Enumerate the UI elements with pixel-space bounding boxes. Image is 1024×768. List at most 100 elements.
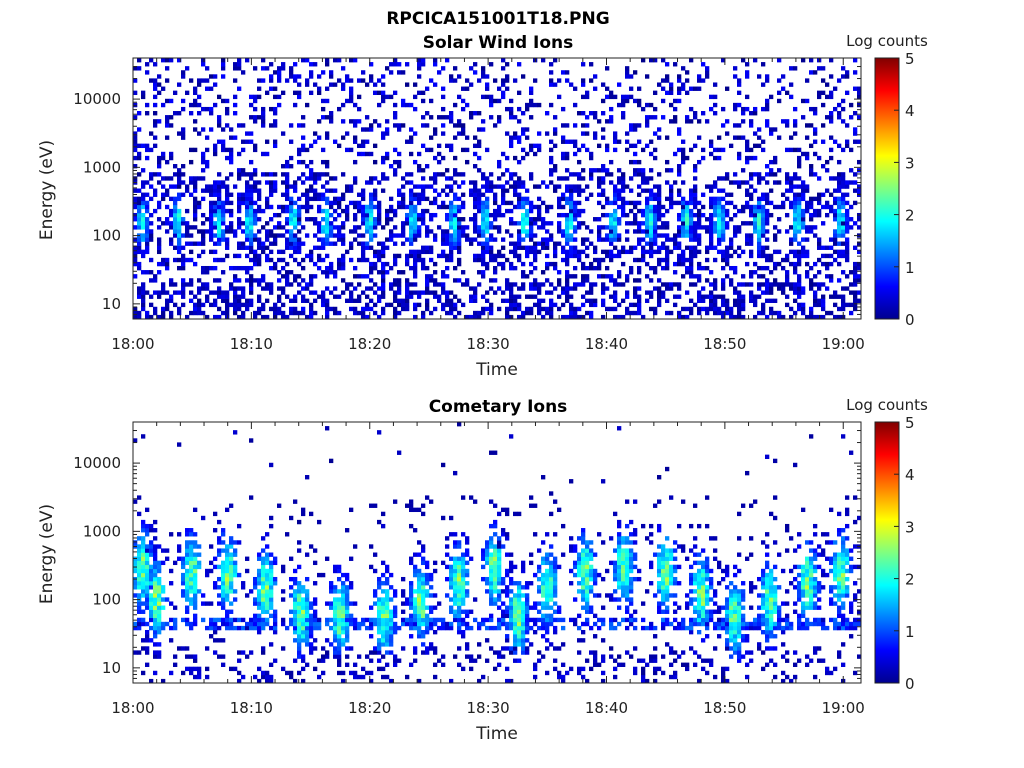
heatmap-cell (297, 208, 302, 214)
heatmap-cell (545, 229, 550, 234)
heatmap-cell (553, 131, 558, 136)
heatmap-cell (133, 135, 138, 140)
heatmap-cell (333, 646, 338, 651)
heatmap-cell (225, 576, 230, 582)
heatmap-cell (153, 188, 158, 193)
heatmap-cell (453, 212, 458, 218)
heatmap-cell (257, 572, 262, 578)
heatmap-cell (189, 78, 194, 83)
heatmap-cell (241, 286, 246, 291)
heatmap-cell (337, 670, 342, 676)
heatmap-cell (233, 597, 238, 602)
heatmap-cell (473, 294, 478, 299)
heatmap-cell (793, 270, 798, 275)
heatmap-cell (729, 306, 734, 312)
heatmap-cell (381, 274, 386, 279)
heatmap-cell (501, 237, 506, 242)
heatmap-cell (473, 111, 478, 116)
heatmap-cell (137, 572, 142, 578)
heatmap-cell (273, 237, 278, 242)
heatmap-cell (325, 221, 330, 226)
heatmap-cell (613, 221, 618, 226)
heatmap-cell (297, 159, 302, 165)
heatmap-cell (377, 253, 382, 259)
heatmap-cell (649, 221, 654, 226)
heatmap-cell (257, 597, 262, 602)
colorbar-tick-label: 1 (905, 259, 915, 277)
heatmap-cell (409, 265, 414, 271)
heatmap-cell (157, 609, 162, 614)
heatmap-cell (237, 151, 242, 157)
heatmap-cell (161, 261, 166, 267)
heatmap-cell (501, 172, 506, 177)
heatmap-cell (305, 217, 310, 222)
heatmap-cell (481, 270, 486, 275)
heatmap-cell (297, 94, 302, 100)
heatmap-cell (185, 528, 190, 533)
heatmap-cell (221, 233, 226, 238)
heatmap-cell (265, 670, 270, 676)
heatmap-cell (425, 229, 430, 234)
heatmap-cell (405, 172, 410, 177)
heatmap-cell (649, 168, 654, 173)
heatmap-cell (241, 229, 246, 234)
heatmap-cell (577, 306, 582, 312)
heatmap-cell (449, 212, 454, 218)
heatmap-cell (685, 217, 690, 222)
heatmap-cell (393, 261, 398, 267)
heatmap-cell (269, 86, 274, 91)
heatmap-cell (649, 188, 654, 193)
heatmap-cell (841, 200, 846, 206)
heatmap-cell (717, 135, 722, 140)
heatmap-cell (345, 286, 350, 291)
heatmap-cell (581, 176, 586, 181)
heatmap-cell (673, 200, 678, 206)
heatmap-cell (397, 192, 402, 197)
heatmap-cell (221, 560, 226, 566)
heatmap-cell (609, 212, 614, 218)
heatmap-cell (845, 237, 850, 242)
heatmap-cell (477, 270, 482, 275)
heatmap-cell (665, 90, 670, 96)
heatmap-cell (433, 233, 438, 238)
heatmap-cell (761, 221, 766, 226)
heatmap-cell (629, 123, 634, 128)
heatmap-cell (509, 241, 514, 246)
heatmap-cell (645, 261, 650, 267)
heatmap-cell (253, 237, 258, 242)
heatmap-cell (213, 650, 218, 655)
heatmap-cell (809, 310, 814, 316)
heatmap-cell (233, 552, 238, 557)
heatmap-cell (681, 233, 686, 238)
heatmap-cell (653, 217, 658, 222)
heatmap-cell (857, 241, 862, 246)
heatmap-cell (385, 302, 390, 308)
heatmap-cell (697, 233, 702, 238)
heatmap-cell (497, 86, 502, 91)
heatmap-cell (289, 576, 294, 582)
heatmap-cell (193, 212, 198, 218)
heatmap-cell (837, 111, 842, 116)
heatmap-cell (817, 302, 822, 308)
heatmap-cell (377, 90, 382, 96)
heatmap-cell (569, 233, 574, 238)
heatmap-cell (749, 176, 754, 181)
heatmap-cell (289, 609, 294, 614)
heatmap-cell (321, 106, 326, 112)
heatmap-cell (333, 597, 338, 602)
heatmap-cell (577, 147, 582, 153)
heatmap-cell (577, 184, 582, 189)
heatmap-cell (261, 621, 266, 627)
heatmap-cell (269, 204, 274, 210)
heatmap-cell (289, 74, 294, 79)
heatmap-cell (305, 576, 310, 582)
heatmap-cell (313, 261, 318, 267)
heatmap-cell (313, 646, 318, 651)
heatmap-cell (253, 119, 258, 124)
heatmap-cell (297, 212, 302, 218)
heatmap-cell (673, 115, 678, 120)
heatmap-cell (145, 650, 150, 655)
heatmap-cell (381, 282, 386, 287)
heatmap-cell (761, 208, 766, 214)
heatmap-cell (821, 294, 826, 299)
